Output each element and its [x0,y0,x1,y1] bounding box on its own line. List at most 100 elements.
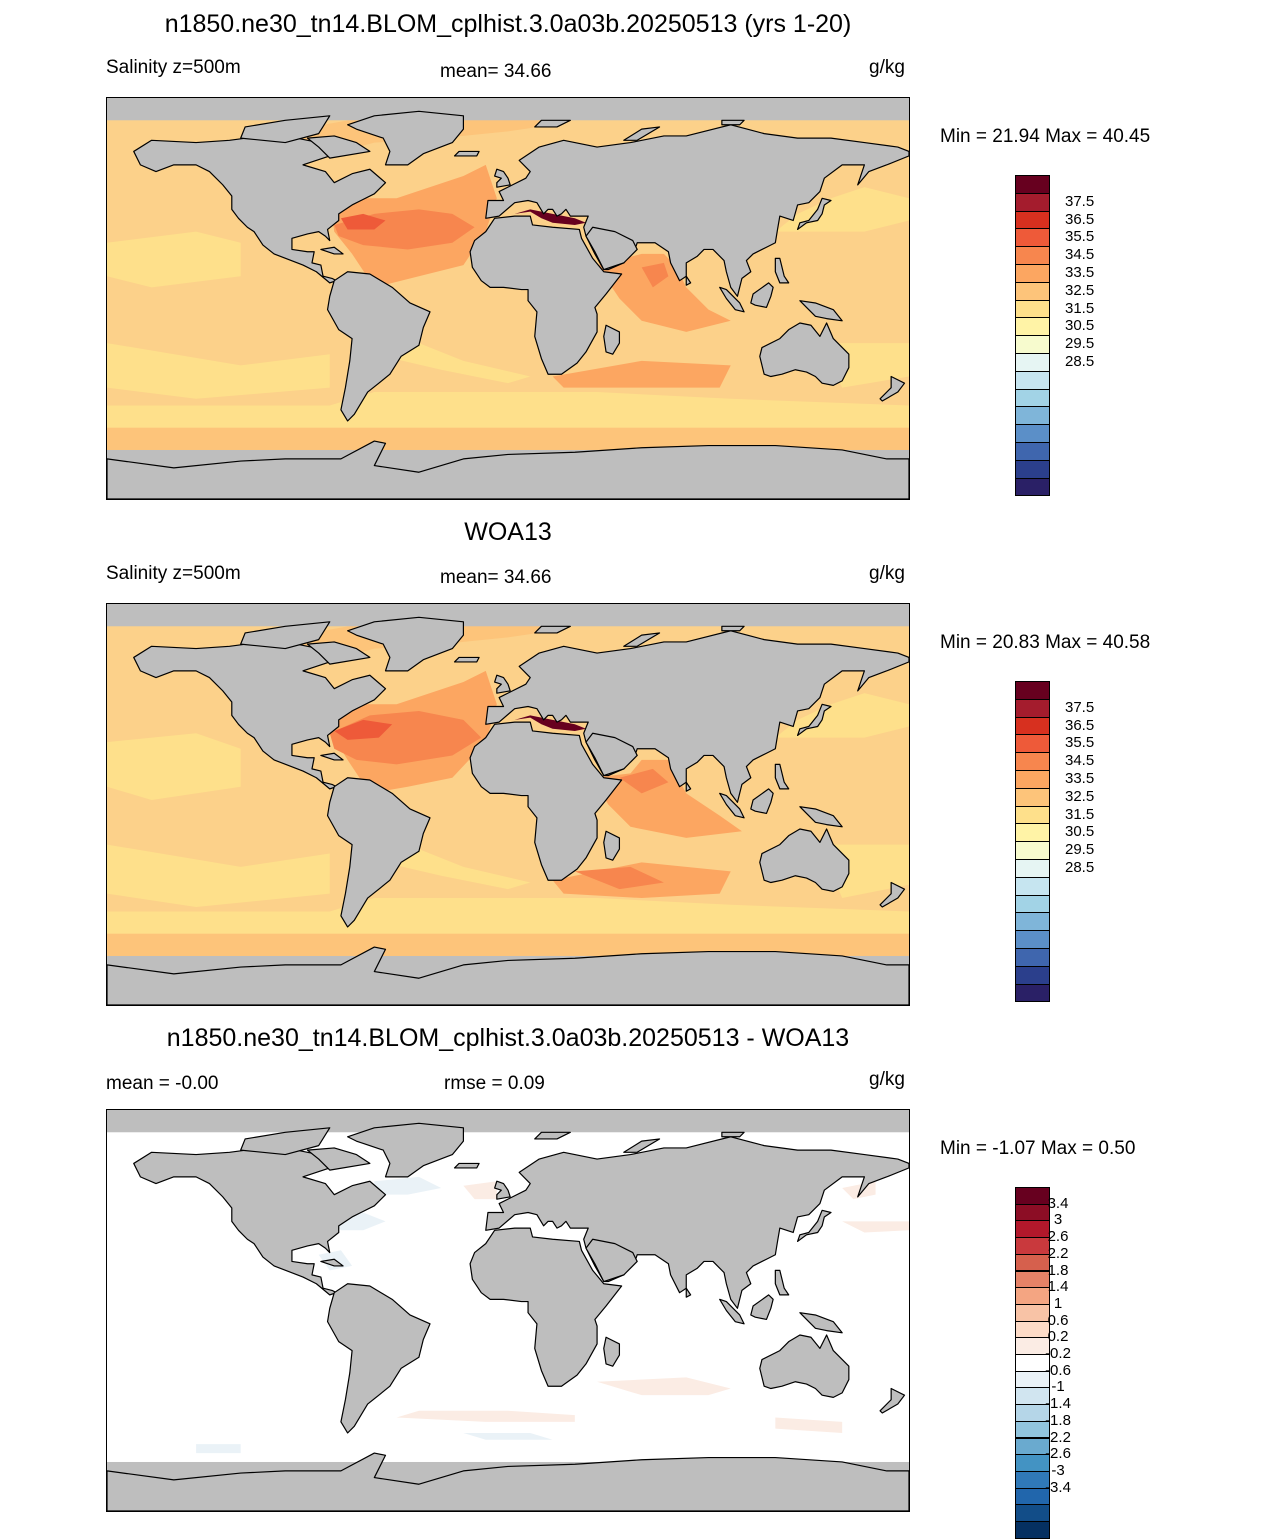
landmass-sumatra [719,792,745,819]
colorbar-swatch [1015,406,1050,426]
colorbar-swatch [1015,192,1050,212]
landmass-greenland [347,110,465,166]
colorbar-swatch [1015,246,1050,265]
colorbar-tick-label: 29.5 [1065,841,1095,859]
landmass-australia [759,1334,850,1398]
colorbar-swatch [1015,424,1050,443]
landmass-antarctica [107,946,909,1005]
colorbar-swatch [1015,894,1050,914]
colorbar-tick-label: -1.8 [1045,1411,1071,1429]
landmass-iceland [453,1162,480,1169]
colorbar-tick-label: 37.5 [1065,192,1095,210]
colorbar-tick-label: -2.2 [1045,1428,1071,1446]
salinity-contour-region [107,343,330,399]
colorbar-tick-label: -0.6 [1045,1361,1071,1379]
colorbar-tick-label: 32.5 [1065,787,1095,805]
landmass-madagascar [603,830,621,861]
colorbar-tick-label: 0.2 [1047,1328,1069,1346]
landmass-svalbard [534,625,571,634]
landmass-north-america [133,135,387,284]
salinity-contour-region [107,231,241,288]
colorbar-swatch [1015,1521,1050,1539]
colorbar-swatch [1015,752,1050,771]
landmass-borneo [750,1294,774,1321]
salinity-contour-region [107,898,909,934]
landmass-borneo [750,282,774,309]
landmass-japan [796,703,832,737]
panel-model: n1850.ne30_tn14.BLOM_cplhist.3.0a03b.202… [0,0,1285,506]
colorbar-swatch [1015,281,1050,301]
colorbar-tick-label: 35.5 [1065,228,1095,246]
variable-label: Salinity z=500m [106,563,241,584]
landmass-greenland [347,616,465,672]
colorbar-swatch [1015,353,1050,372]
mean-label: mean= 34.66 [440,567,552,588]
colorbar-swatch [1015,787,1050,807]
colorbar-tick-label: -1 [1051,1378,1065,1396]
colorbar-tick-label: 37.5 [1065,698,1095,716]
salinity-contour-region [552,360,731,388]
salinity-contour-region [514,209,587,225]
landmass-sri-lanka [685,1287,692,1298]
colorbar-swatch [1015,930,1050,949]
colorbar-swatch [1015,770,1050,789]
colorbar-swatch [1015,965,1050,985]
landmass-cuba [320,1258,344,1267]
landmass-sumatra [719,1298,745,1325]
landmass-africa [469,1227,623,1387]
salinity-contour-region [514,715,587,731]
panel-difference: n1850.ne30_tn14.BLOM_cplhist.3.0a03b.202… [0,1012,1285,1539]
colorbar-tick-label: 36.5 [1065,716,1095,734]
salinity-contour-region [334,1212,386,1231]
colorbar: 37.5 36.5 35.5 34.5 33.5 32.5 31.5 30.5 29.5 28.5 [1015,681,1094,1003]
masked-arctic-region [107,1110,909,1133]
landmass-new-guinea [799,300,843,322]
colorbar-tick-label: 31.5 [1065,299,1095,317]
colorbar-tick-label: 30.5 [1065,317,1095,335]
colorbar-swatch [1015,716,1050,736]
landmass-africa [469,721,623,881]
colorbar-swatch [1015,734,1050,754]
colorbar-tick-label: -0.2 [1045,1345,1071,1362]
landmass-arctic-isl [240,621,331,650]
salinity-contour-region [107,392,909,428]
landmass-madagascar [603,1336,621,1367]
salinity-contour-region [196,1444,241,1454]
landmass-severnaya [721,1131,745,1138]
colorbar-tick-label: 1.8 [1047,1261,1069,1279]
min-max-label: Min = 21.94 Max = 40.45 [940,126,1151,147]
landmass-philippines [774,1269,790,1296]
landmass-greenland [347,1122,465,1178]
colorbar-swatch [1015,948,1050,967]
landmass-svalbard [534,119,571,128]
world-map [106,1109,910,1512]
salinity-contour-region [340,213,386,230]
colorbar-swatch [1015,805,1050,825]
salinity-contour-region [619,768,669,794]
landmass-uk [494,1180,511,1200]
salinity-contour-region [396,1410,575,1422]
landmass-antarctica [107,440,909,499]
landmass-eurasia [485,630,909,803]
landmass-madagascar [603,324,621,355]
colorbar-tick-label: 1 [1053,1294,1063,1312]
landmass-antarctica [107,1452,909,1511]
colorbar-tick-label: 34.5 [1065,246,1095,264]
landmass-sri-lanka [685,275,692,286]
landmass-novaya [623,126,661,141]
masked-arctic-region [107,604,909,627]
landmass-north-america [133,641,387,790]
colorbar-swatch [1015,370,1050,390]
salinity-contour-region [842,1221,909,1233]
landmass-australia [759,828,850,892]
salinity-contour-region [574,866,664,890]
salinity-contour-region [641,262,669,288]
colorbar-tick-label: 3 [1053,1211,1063,1229]
colorbar-swatch [1015,210,1050,230]
landmass-baffin [306,641,371,665]
colorbar-tick-label: 28.5 [1065,858,1095,876]
landmass-sri-lanka [685,781,692,792]
colorbar-swatch [1015,859,1050,878]
colorbar-tick-label: 1.4 [1047,1278,1069,1296]
colorbar-swatch [1015,912,1050,932]
